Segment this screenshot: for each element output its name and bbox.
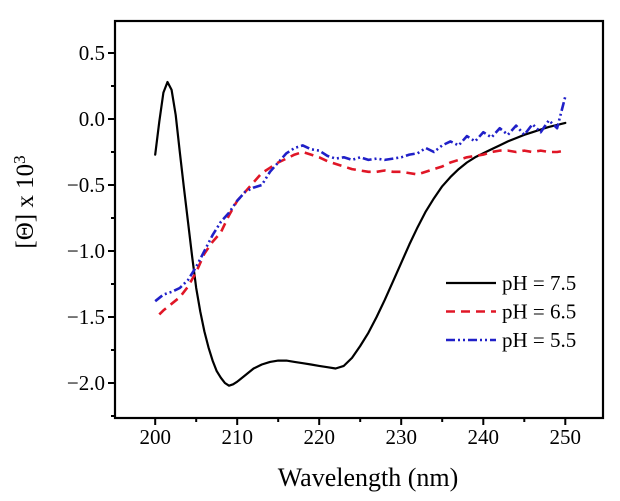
x-tick-label: 220 <box>303 425 335 449</box>
x-tick-label: 230 <box>385 425 417 449</box>
x-tick-label: 250 <box>550 425 582 449</box>
y-tick-label: 0.5 <box>79 41 105 65</box>
chart-legend: pH = 7.5 pH = 6.5 pH = 5.5 <box>446 271 576 352</box>
axis-ticks <box>108 52 567 425</box>
y-tick-label: −0.5 <box>67 173 105 197</box>
series-lines <box>154 80 567 387</box>
x-tick-label: 200 <box>139 425 171 449</box>
x-axis-title: Wavelength (nm) <box>278 463 459 492</box>
legend-label-3: pH = 5.5 <box>502 328 576 352</box>
y-axis-title-base: [Θ] x 10 <box>12 164 39 249</box>
axis-tick-labels: 200 210 220 230 240 250 0.5 0.0 −0.5 −1.0 −1.5 −2.0 <box>67 41 581 449</box>
legend-label-2: pH = 6.5 <box>502 300 576 324</box>
legend-label-1: pH = 7.5 <box>502 271 576 295</box>
y-axis-title-exponent: 3 <box>10 155 29 164</box>
y-tick-label: −1.5 <box>67 305 105 329</box>
axes-box <box>113 19 605 420</box>
series-line-ph-5.5 <box>154 96 567 303</box>
y-tick-label: −2.0 <box>67 371 105 395</box>
series-line-ph-6.5 <box>158 149 566 316</box>
y-axis-title: [Θ] x 103 <box>10 155 39 248</box>
y-tick-label: 0.0 <box>79 107 105 131</box>
y-tick-label: −1.0 <box>67 239 105 263</box>
plot-frame <box>113 19 605 420</box>
x-tick-label: 240 <box>468 425 500 449</box>
x-tick-label: 210 <box>221 425 253 449</box>
